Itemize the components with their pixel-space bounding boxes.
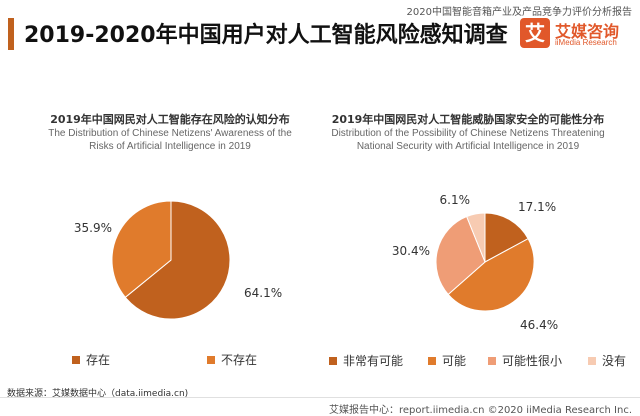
pie-1-label-2: 30.4% (392, 244, 430, 258)
pie-0-label-0: 64.1% (244, 286, 282, 300)
pie-1-label-0: 17.1% (518, 200, 556, 214)
chart-subtitle-left-line-1: The Distribution of Chinese Netizens' Aw… (48, 128, 292, 139)
chart-title-left: 2019年中国网民对人工智能存在风险的认知分布 The Distribution… (20, 111, 320, 153)
pie-1-slice-3 (466, 212, 486, 263)
chart-subtitle-right-line-2: National Security with Artificial Intell… (356, 141, 580, 152)
legend-1-swatch-2 (488, 356, 496, 365)
pie-0-label-1: 35.9% (74, 221, 112, 235)
legend-1-label-3: 没有 (602, 354, 627, 368)
pie-1-slice-2 (435, 215, 486, 296)
pie-1-slice-0 (484, 212, 529, 263)
footer-credit: 艾媒报告中心：report.iimedia.cn ©2020 iiMedia R… (328, 405, 632, 416)
legend-1-swatch-3 (588, 356, 596, 365)
legend-1-label-0: 非常有可能 (343, 354, 404, 368)
legend-1-swatch-0 (329, 356, 337, 365)
legend-0-label-0: 存在 (86, 353, 111, 367)
chart-title-right: 2019年中国网民对人工智能威胁国家安全的可能性分布 Distribution … (318, 111, 618, 153)
chart-subtitle-right-line-1: Distribution of the Possibility of Chine… (331, 128, 605, 139)
pie-1-slice-1 (447, 237, 535, 312)
brand-logo: 艾 艾媒咨询 iiMedia Research (520, 18, 640, 52)
pie-1-label-3: 6.1% (440, 193, 471, 207)
page-title: 2019-2020年中国用户对人工智能风险感知调查 (24, 23, 508, 48)
pie-0-slice-0 (124, 200, 231, 320)
legend-0-label-1: 不存在 (221, 353, 258, 367)
legend-1-item-1: 可能 (428, 352, 466, 369)
legend-0-swatch-1 (207, 355, 215, 364)
chart-title-left-cn: 2019年中国网民对人工智能存在风险的认知分布 (50, 113, 290, 126)
legend-1-item-3: 没有 (588, 352, 626, 369)
legend-1-swatch-1 (428, 356, 436, 365)
title-accent-bar (8, 18, 14, 50)
legend-0-item-0: 存在 (72, 351, 110, 368)
footer-divider (0, 397, 640, 398)
legend-1-item-0: 非常有可能 (329, 352, 403, 369)
pie-0-slice-1 (111, 200, 172, 299)
legend-1-label-1: 可能 (442, 354, 467, 368)
logo-mark-icon: 艾 (520, 18, 550, 48)
legend-1-item-2: 可能性很小 (488, 352, 562, 369)
legend-1-label-2: 可能性很小 (502, 354, 563, 368)
chart-title-right-cn: 2019年中国网民对人工智能威胁国家安全的可能性分布 (331, 113, 605, 126)
data-source: 数据来源：艾媒数据中心（data.iimedia.cn) (7, 389, 189, 399)
logo-name: 艾媒咨询 (555, 22, 620, 41)
chart-subtitle-left-line-2: Risks of Artificial Intelligence in 2019 (89, 141, 251, 152)
report-subtitle: 2020中国智能音箱产业及产品竞争力评价分析报告 (406, 7, 632, 18)
legend-0-swatch-0 (72, 355, 80, 364)
logo-subname: iiMedia Research (555, 38, 617, 47)
pie-1-label-1: 46.4% (520, 318, 558, 332)
legend-0-item-1: 不存在 (207, 351, 257, 368)
